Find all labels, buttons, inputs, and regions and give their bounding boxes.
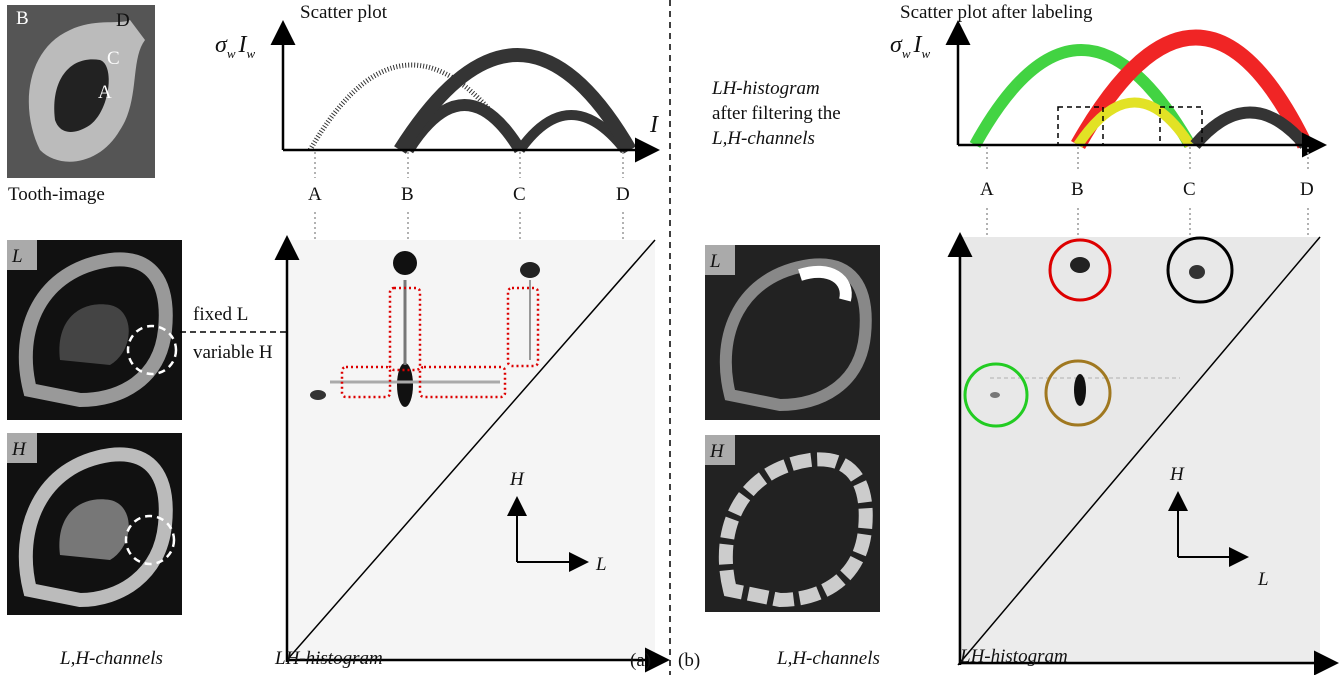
lh-histogram <box>287 240 655 660</box>
channel-label: H <box>11 439 27 460</box>
point-label: C <box>1183 179 1196 200</box>
shape <box>310 390 326 400</box>
region-label: A <box>98 82 112 103</box>
subscript: w <box>247 46 256 61</box>
axis-label: L <box>1257 569 1269 590</box>
shape <box>1074 374 1086 406</box>
caption: L,H-channels <box>59 648 163 669</box>
scatter-arcs <box>310 55 630 150</box>
shape <box>1070 257 1090 273</box>
region-label: B <box>16 8 29 29</box>
scatter-arcs <box>975 38 1305 146</box>
panel-label: (b) <box>678 650 700 671</box>
point-label: A <box>980 179 994 200</box>
guide-lines <box>987 147 1308 240</box>
plot-title: Scatter plot after labeling <box>900 2 1093 23</box>
region-label: C <box>107 48 120 69</box>
subscript: w <box>902 46 911 61</box>
axis-label: H <box>509 469 525 490</box>
point-label: C <box>513 184 526 205</box>
shape <box>393 251 417 275</box>
annotation: variable H <box>193 342 273 363</box>
axis-label: H <box>1169 464 1185 485</box>
point-label: D <box>616 184 630 205</box>
shape <box>397 363 413 407</box>
point-label: B <box>401 184 414 205</box>
point-label: D <box>1300 179 1314 200</box>
x-axis-label: I <box>649 112 659 138</box>
caption: LH-histogram <box>274 648 383 669</box>
description: L,H-channels <box>711 128 815 149</box>
caption: L,H-channels <box>776 648 880 669</box>
shape <box>1189 265 1205 279</box>
channel-label: L <box>709 251 721 272</box>
plot-title: Scatter plot <box>300 2 388 23</box>
channel-label: L <box>11 246 23 267</box>
channel-label: H <box>709 441 725 462</box>
tooth-image: B D C A <box>7 5 155 178</box>
point-label: A <box>308 184 322 205</box>
description: after filtering the <box>712 103 841 124</box>
guide-lines <box>315 152 623 240</box>
caption: Tooth-image <box>8 184 105 205</box>
description: LH-histogram <box>711 78 820 99</box>
region-label: D <box>116 10 130 31</box>
lh-histogram <box>958 237 1320 665</box>
point-label: B <box>1071 179 1084 200</box>
annotation: fixed L <box>193 304 248 325</box>
shape <box>990 392 1000 398</box>
panel-label: (a) <box>630 650 651 671</box>
l-channel-image: L <box>7 240 182 420</box>
shape <box>520 262 540 278</box>
l-channel-image: L <box>705 245 880 420</box>
caption: LH-histogram <box>959 646 1068 667</box>
subscript: w <box>227 46 236 61</box>
axis-label: L <box>595 554 607 575</box>
subscript: w <box>922 46 931 61</box>
h-channel-image: H <box>7 433 182 615</box>
h-channel-image: H <box>705 435 880 612</box>
figure: B D C A Tooth-image Scatter plot σwIw I … <box>0 0 1340 675</box>
